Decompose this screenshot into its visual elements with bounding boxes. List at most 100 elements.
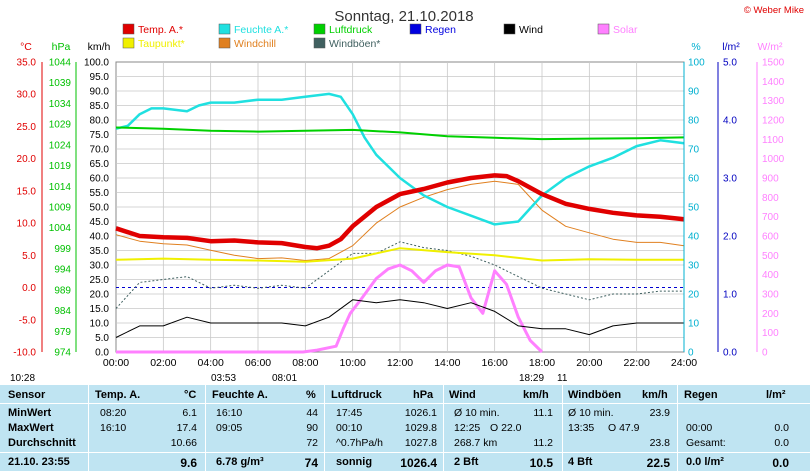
y-tick-label-press: 1024 — [49, 140, 72, 151]
series-line-solar — [116, 263, 544, 354]
y-tick-label-hum: 100 — [688, 58, 705, 69]
series-line-windchill — [115, 180, 685, 261]
stat-temp-time: 16:10 — [100, 422, 127, 434]
hdr-wind-unit: km/h — [523, 389, 549, 401]
stat-gust-value: 22.5 — [646, 456, 670, 470]
stat-temp-value: 9.6 — [180, 456, 197, 470]
legend-label: Feuchte A.* — [234, 24, 288, 36]
stat-press-value: 1026.4 — [400, 456, 437, 470]
y-tick-label-rain: 2.0 — [723, 232, 737, 243]
y-tick-label-wind: 0.0 — [95, 348, 109, 359]
weather-chart: 00:00 02:00 04:00 06:00 08:00 10:00 12:00 14:00… — [10, 5, 804, 384]
stat-hum-time: 6.78 g/m³ — [216, 456, 264, 468]
hdr-temp-unit: °C — [184, 389, 197, 401]
legend-label: Windböen* — [329, 38, 380, 50]
y-tick-label-press: 994 — [54, 265, 71, 276]
x-tick-label: 10:00 — [340, 357, 366, 369]
stat-gust-a: Ø 10 min. — [568, 407, 614, 419]
y-tick-label-wind: 55.0 — [90, 188, 110, 199]
hdr-press: Luftdruck — [331, 389, 382, 401]
stat-temp-value: 17.4 — [176, 422, 197, 434]
x-tick-label: 20:00 — [576, 357, 602, 369]
y-tick-label-wind: 25.0 — [90, 275, 110, 286]
y-tick-label-rain: 3.0 — [723, 174, 737, 185]
y-tick-label-press: 974 — [54, 348, 71, 359]
legend-label: Luftdruck — [329, 24, 373, 36]
stat-rain-a: 0.0 l/m² — [686, 456, 724, 468]
y-tick-label-solar: 1200 — [762, 116, 785, 127]
y-tick-label-rain: 0.0 — [723, 348, 737, 359]
series-line-windb-en- — [115, 241, 684, 309]
x-tick-label: 16:00 — [482, 357, 508, 369]
stat-press-value: 1027.8 — [404, 437, 437, 449]
y-tick-label-solar: 1300 — [762, 96, 785, 107]
y-tick-label-hum: 80 — [688, 116, 700, 127]
stat-hum-value: 72 — [306, 437, 318, 449]
y-tick-label-temp: 30.0 — [17, 90, 37, 101]
y-tick-label-wind: 100.0 — [84, 58, 109, 69]
axis-label-wind: km/h — [88, 41, 111, 53]
y-tick-label-hum: 20 — [688, 290, 700, 301]
y-tick-label-wind: 15.0 — [90, 304, 110, 315]
y-tick-label-wind: 45.0 — [90, 217, 110, 228]
y-tick-label-solar: 700 — [762, 212, 779, 223]
stat-rain-value: 0.0 — [774, 422, 789, 434]
marker-sunrise: 03:53 — [211, 373, 236, 384]
y-tick-label-solar: 1400 — [762, 77, 785, 88]
x-tick-label: 02:00 — [150, 357, 176, 369]
axis-label-temp: °C — [20, 41, 32, 53]
legend-label: Regen — [425, 24, 456, 36]
legend-label: Temp. A.* — [138, 24, 183, 36]
y-tick-label-press: 1044 — [49, 58, 72, 69]
stat-wind-value: 11.2 — [533, 437, 553, 449]
stat-gust-b: O 47.9 — [608, 422, 640, 434]
y-tick-label-press: 1009 — [49, 203, 72, 214]
y-tick-label-temp: -10.0 — [13, 348, 36, 359]
chart-axes: 00:00 02:00 04:00 06:00 08:00 10:00 12:00 14:00… — [13, 41, 784, 369]
x-tick-label: 00:00 — [103, 357, 129, 369]
y-tick-label-temp: 5.0 — [22, 251, 36, 262]
legend-swatch — [218, 23, 231, 35]
hdr-rain-unit: l/m² — [766, 389, 786, 401]
axis-label-press: hPa — [52, 41, 71, 53]
y-tick-label-temp: 0.0 — [22, 283, 36, 294]
y-tick-label-wind: 60.0 — [90, 174, 110, 185]
chart-legend: Temp. A.* Feuchte A.* Luftdruck Regen Wind So… — [122, 23, 638, 50]
chart-title: Sonntag, 21.10.2018 — [334, 8, 473, 25]
y-tick-label-temp: -5.0 — [19, 315, 37, 326]
legend-swatch — [313, 23, 326, 35]
y-tick-label-hum: 50 — [688, 203, 700, 214]
legend-swatch — [218, 37, 231, 49]
x-tick-label: 04:00 — [198, 357, 224, 369]
legend-swatch — [409, 23, 422, 35]
stat-wind-value: 11.1 — [533, 407, 553, 419]
legend-label: Taupunkt* — [138, 38, 185, 50]
x-tick-label: 24:00 — [671, 357, 697, 369]
y-tick-label-press: 1019 — [49, 161, 72, 172]
hdr-sensor: Sensor — [8, 389, 46, 401]
hdr-temp: Temp. A. — [95, 389, 141, 401]
y-tick-label-wind: 95.0 — [90, 72, 110, 83]
y-tick-label-solar: 200 — [762, 309, 779, 320]
stat-wind-a: Ø 10 min. — [454, 407, 500, 419]
stat-temp-time: 08:20 — [100, 407, 127, 419]
y-tick-label-press: 989 — [54, 285, 71, 296]
stat-gust-a: 4 Bft — [568, 456, 593, 468]
y-tick-label-wind: 85.0 — [90, 101, 110, 112]
y-tick-label-solar: 800 — [762, 193, 779, 204]
stat-press-time: 00:10 — [336, 422, 363, 434]
stat-gust-value: 23.8 — [649, 437, 670, 449]
y-tick-label-hum: 90 — [688, 87, 700, 98]
legend-swatch — [597, 23, 610, 35]
stat-hum-value: 90 — [306, 422, 318, 434]
x-tick-label: 22:00 — [624, 357, 650, 369]
y-tick-label-wind: 10.0 — [90, 319, 110, 330]
x-tick-label: 06:00 — [245, 357, 271, 369]
stat-rain-a: Gesamt: — [686, 437, 726, 449]
marker-mid: 08:01 — [272, 373, 297, 384]
stat-rain-a: 00:00 — [686, 422, 713, 434]
y-tick-label-temp: 10.0 — [17, 219, 37, 230]
y-tick-label-temp: 35.0 — [17, 58, 37, 69]
y-tick-label-hum: 70 — [688, 145, 700, 156]
